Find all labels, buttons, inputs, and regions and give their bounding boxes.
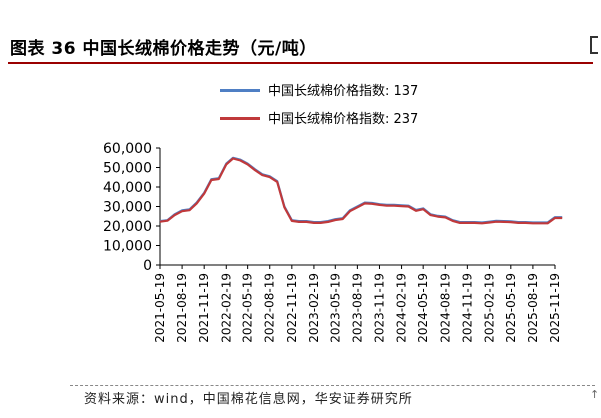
y-tick-label: 0 xyxy=(143,258,152,274)
series-line-137 xyxy=(159,156,563,224)
legend-label-137: 中国长绒棉价格指数: 137 xyxy=(268,84,419,99)
legend-item-237: 中国长绒棉价格指数: 237 xyxy=(220,106,460,134)
corner-bracket xyxy=(590,36,598,54)
legend-swatch-137 xyxy=(220,89,260,92)
source-note: 资料来源：wind，中国棉花信息网，华安证券研究所 xyxy=(84,392,413,407)
x-tick-label: 2022-02-19 xyxy=(219,273,233,343)
legend-swatch-237 xyxy=(220,117,260,120)
x-tick-label: 2021-11-19 xyxy=(197,273,211,343)
x-tick-label: 2024-08-19 xyxy=(438,273,452,343)
x-tick-label: 2023-02-19 xyxy=(307,273,321,343)
y-tick-label: 60,000 xyxy=(103,141,152,157)
x-tick-label: 2023-08-19 xyxy=(350,273,364,343)
x-tick-label: 2024-02-19 xyxy=(395,273,409,343)
x-tick-label: 2021-08-19 xyxy=(175,273,189,343)
edge-glyph: ↑ xyxy=(590,388,600,401)
x-tick-label: 2025-11-19 xyxy=(548,273,562,343)
y-tick-label: 50,000 xyxy=(103,161,152,177)
x-tick-label: 2025-02-19 xyxy=(482,273,496,343)
legend-label-237: 中国长绒棉价格指数: 237 xyxy=(268,112,419,127)
x-tick-label: 2022-05-19 xyxy=(241,273,255,343)
x-tick-label: 2023-11-19 xyxy=(372,273,386,343)
title-divider xyxy=(8,62,593,64)
series-line-237 xyxy=(159,157,563,225)
x-tick-label: 2021-05-19 xyxy=(153,273,167,343)
y-tick-label: 20,000 xyxy=(103,219,152,235)
legend-item-137: 中国长绒棉价格指数: 137 xyxy=(220,78,460,106)
footer-divider xyxy=(70,385,595,386)
chart-legend: 中国长绒棉价格指数: 137 中国长绒棉价格指数: 237 xyxy=(220,78,460,134)
x-tick-label: 2025-08-19 xyxy=(526,273,540,343)
x-tick-label: 2024-05-19 xyxy=(416,273,430,343)
x-tick-label: 2024-11-19 xyxy=(460,273,474,343)
x-tick-label: 2022-08-19 xyxy=(263,273,277,343)
y-tick-label: 10,000 xyxy=(103,239,152,255)
x-tick-label: 2022-11-19 xyxy=(285,273,299,343)
figure-title: 图表 36 中国长绒棉价格走势（元/吨） xyxy=(10,39,317,59)
x-tick-label: 2023-05-19 xyxy=(328,273,342,343)
y-tick-label: 30,000 xyxy=(103,200,152,216)
y-tick-label: 40,000 xyxy=(103,180,152,196)
x-tick-label: 2025-05-19 xyxy=(504,273,518,343)
